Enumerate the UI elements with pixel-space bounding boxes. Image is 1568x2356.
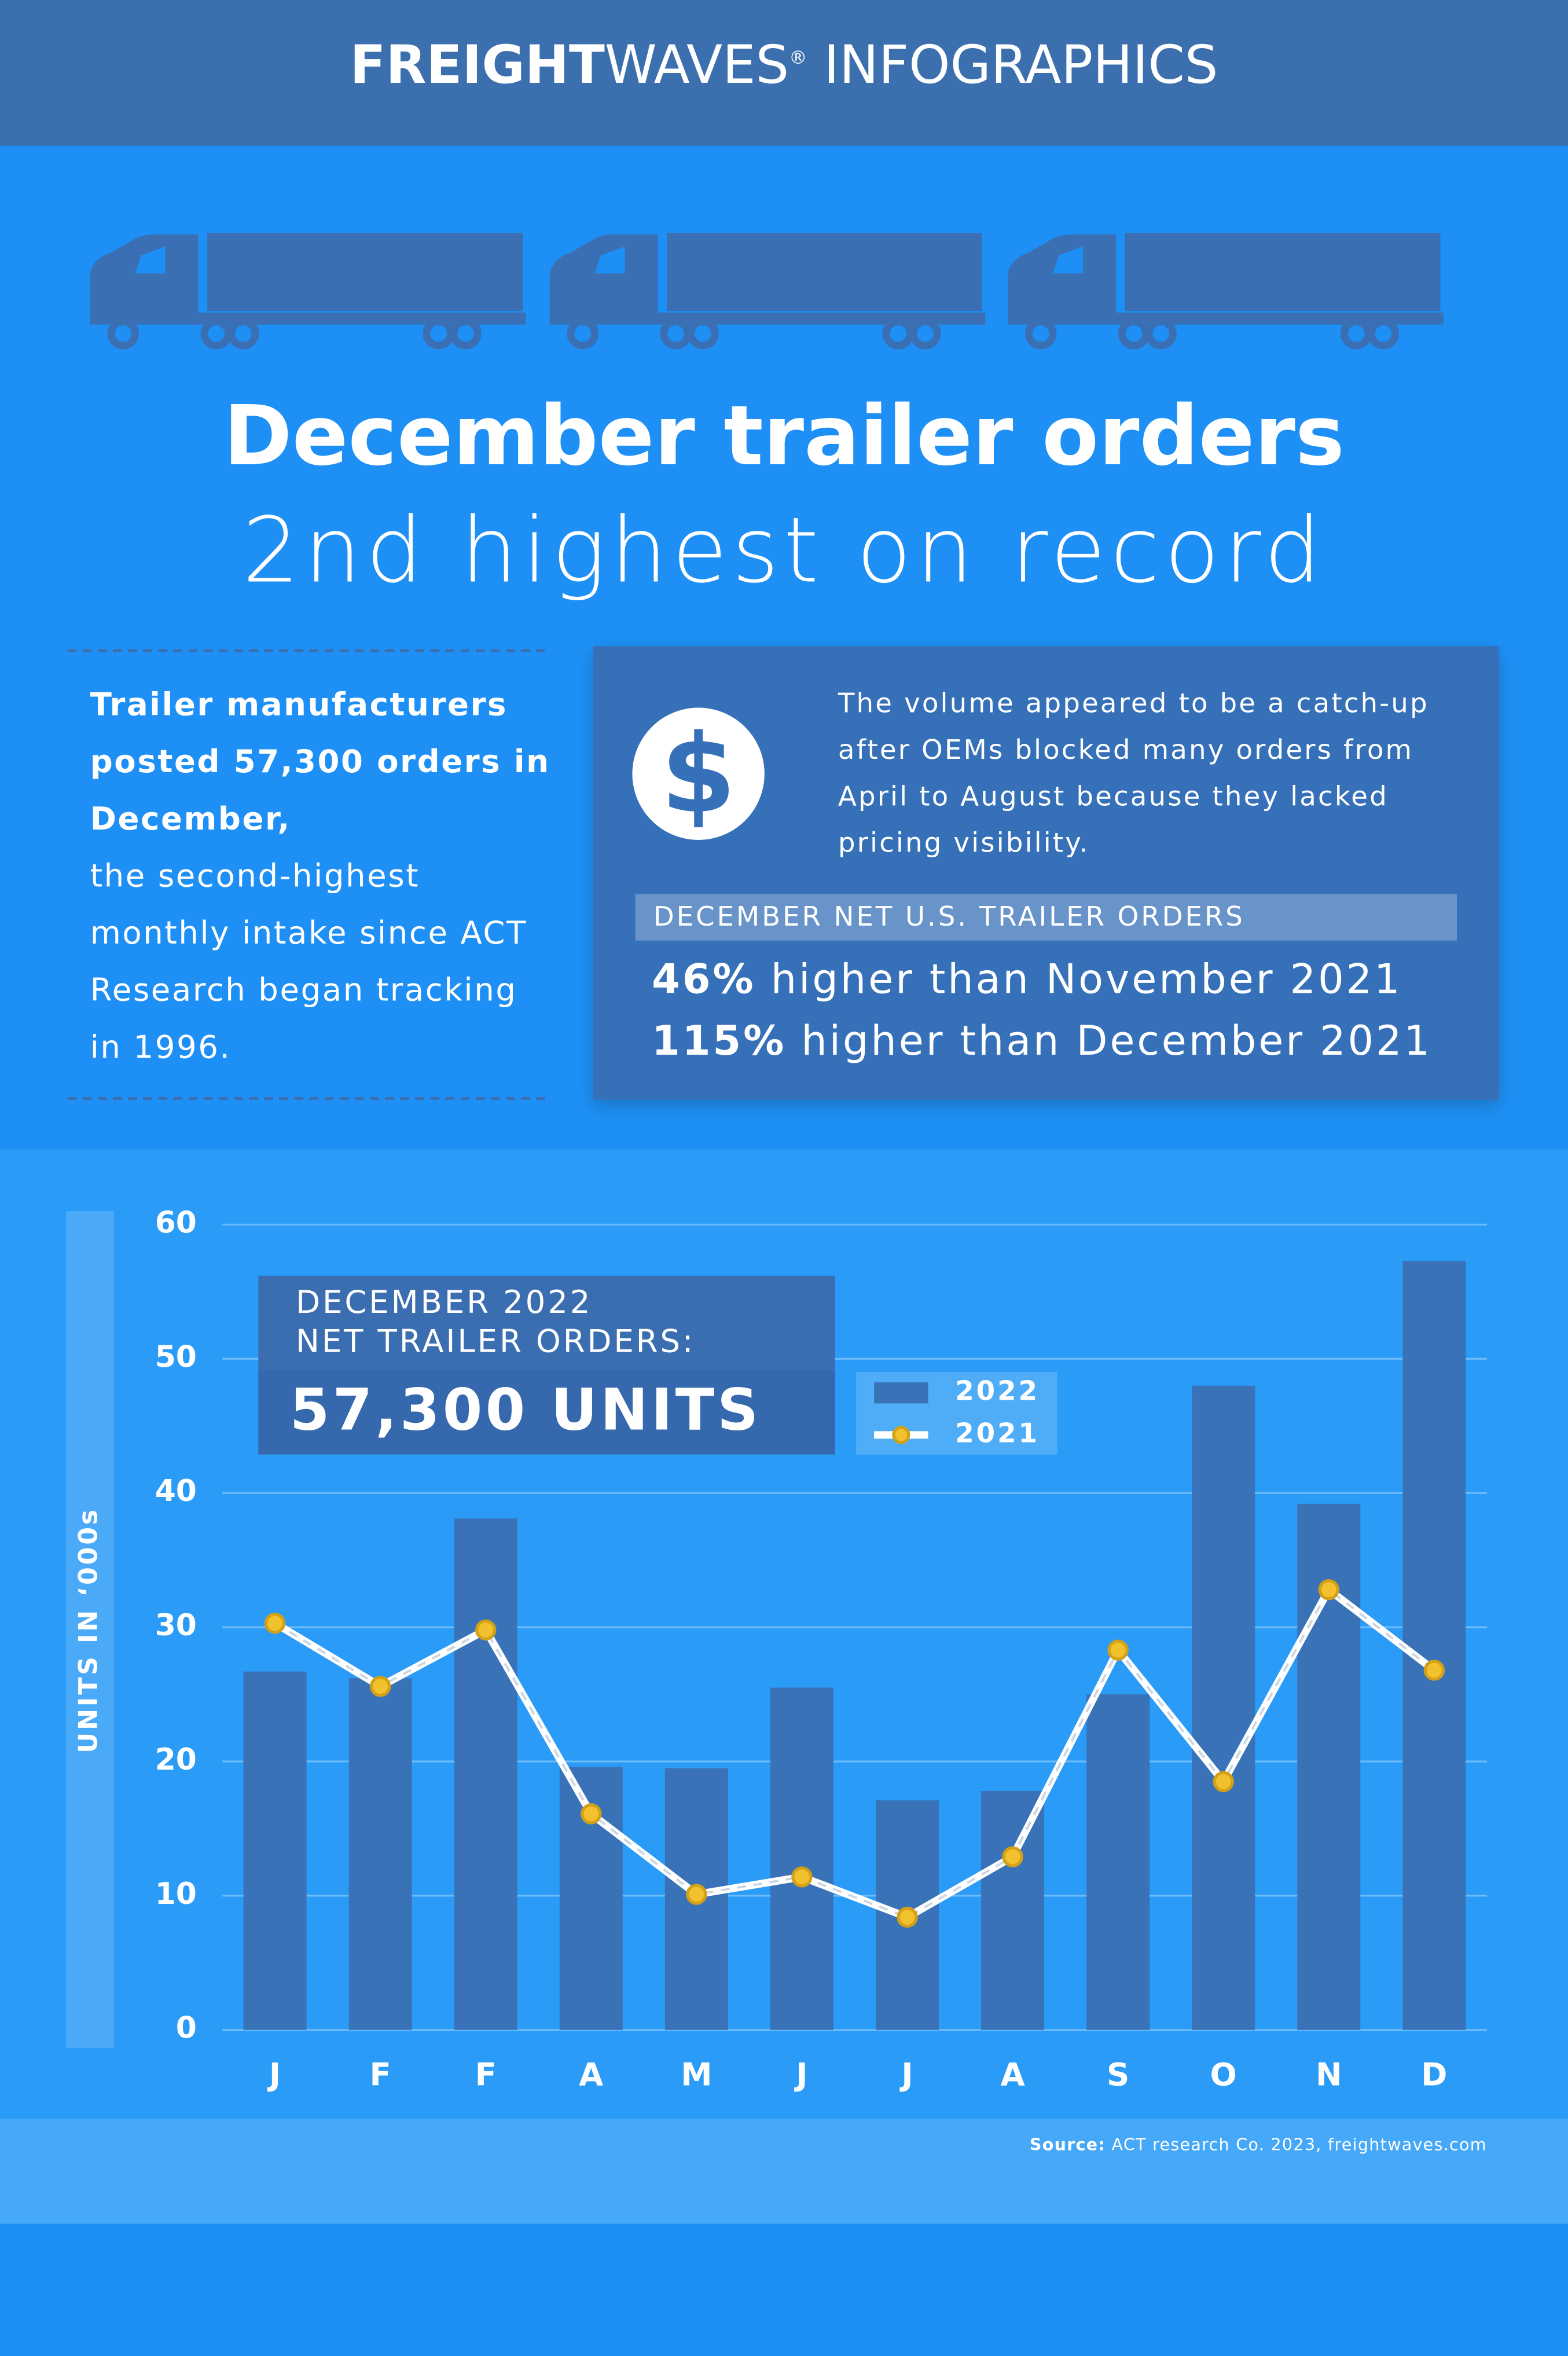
stat-text: higher than December 2021 bbox=[801, 1018, 1432, 1066]
line-casing bbox=[273, 1586, 1437, 1921]
dollar-icon: $ bbox=[632, 707, 765, 840]
title: December trailer orders bbox=[223, 387, 1345, 484]
y-tick-label: 40 bbox=[155, 1474, 197, 1509]
line-point bbox=[791, 1866, 813, 1888]
x-tick-label: O bbox=[1210, 2056, 1237, 2093]
source-bg bbox=[0, 2118, 1568, 2224]
highlight-box bbox=[258, 1275, 835, 1371]
line-point bbox=[475, 1619, 497, 1641]
divider bbox=[67, 649, 545, 652]
legend-label: 2021 bbox=[955, 1418, 1040, 1449]
line-point bbox=[1107, 1639, 1129, 1661]
y-tick-label: 30 bbox=[155, 1608, 197, 1643]
x-tick-label: A bbox=[579, 2056, 603, 2093]
y-label-bar bbox=[66, 1211, 115, 2048]
bar bbox=[1402, 1261, 1466, 2030]
stat-value: 46% bbox=[652, 957, 756, 1004]
x-tick-label: F bbox=[475, 2056, 497, 2093]
line-point bbox=[581, 1803, 602, 1825]
y-tick-label: 50 bbox=[155, 1340, 197, 1374]
x-tick-label: N bbox=[1316, 2056, 1342, 2093]
bar bbox=[243, 1671, 307, 2030]
bar bbox=[981, 1790, 1045, 2030]
stat: 115% higher than December 2021 bbox=[652, 1019, 1432, 1065]
summary-text: the second-highest monthly intake since … bbox=[90, 858, 527, 1066]
source-label: Source: bbox=[1030, 2135, 1106, 2155]
x-tick-label: J bbox=[267, 2056, 281, 2093]
callout-text: The volume appeared to be a catch-up aft… bbox=[838, 688, 1429, 860]
summary: Trailer manufacturers posted 57,300 orde… bbox=[90, 676, 556, 1076]
footer-bg bbox=[0, 2223, 1568, 2356]
x-tick-label: F bbox=[370, 2056, 391, 2093]
bar bbox=[348, 1678, 412, 2030]
y-tick-label: 20 bbox=[155, 1742, 197, 1777]
y-axis-label: UNITS IN ‘000s bbox=[74, 1507, 104, 1753]
line-point bbox=[686, 1884, 707, 1905]
highlight-box bbox=[258, 1370, 835, 1455]
line-point bbox=[264, 1612, 286, 1634]
source-text: ACT research Co. 2023, freightwaves.com bbox=[1112, 2135, 1487, 2155]
legend-swatch bbox=[892, 1426, 910, 1444]
y-tick-label: 0 bbox=[176, 2011, 197, 2046]
y-tick-label: 10 bbox=[155, 1877, 197, 1911]
stat: 46% higher than November 2021 bbox=[652, 957, 1402, 1003]
stat-text: higher than November 2021 bbox=[770, 957, 1402, 1004]
line-point bbox=[1318, 1579, 1339, 1601]
y-tick-label: 60 bbox=[155, 1205, 197, 1240]
x-tick-label: S bbox=[1107, 2056, 1129, 2093]
bar bbox=[1192, 1385, 1255, 2030]
bar bbox=[454, 1518, 517, 2030]
section: INFOGRAPHICS bbox=[824, 36, 1218, 97]
highlight-label: NET TRAILER ORDERS: bbox=[296, 1323, 695, 1360]
summary-bold: Trailer manufacturers posted 57,300 orde… bbox=[90, 687, 550, 837]
line-point bbox=[1002, 1846, 1023, 1867]
stat-value: 115% bbox=[652, 1018, 787, 1066]
x-tick-label: J bbox=[794, 2056, 807, 2093]
legend-label: 2022 bbox=[955, 1376, 1040, 1407]
legend-swatch bbox=[874, 1382, 928, 1404]
line-point bbox=[1213, 1771, 1234, 1792]
line bbox=[274, 1588, 1435, 1919]
highlight-label: DECEMBER 2022 bbox=[296, 1283, 592, 1320]
line-point bbox=[369, 1675, 391, 1697]
callout-label: DECEMBER NET U.S. TRAILER ORDERS bbox=[635, 894, 1457, 941]
header-bar bbox=[0, 0, 1568, 146]
highlight-value: 57,300 UNITS bbox=[290, 1377, 762, 1443]
x-tick-label: M bbox=[681, 2056, 712, 2093]
divider bbox=[67, 1096, 545, 1100]
brand-light: WAVES bbox=[604, 36, 789, 97]
bar bbox=[770, 1687, 833, 2030]
line-point bbox=[1423, 1660, 1445, 1681]
x-tick-label: D bbox=[1421, 2056, 1447, 2093]
registered: ® bbox=[789, 47, 807, 68]
callout-box bbox=[593, 646, 1499, 1100]
source: Source: ACT research Co. 2023, freightwa… bbox=[1030, 2135, 1487, 2155]
bar bbox=[1086, 1694, 1150, 2030]
subtitle: 2nd highest on record bbox=[242, 498, 1326, 604]
brand: FREIGHTWAVES® INFOGRAPHICS bbox=[0, 36, 1568, 96]
x-tick-label: J bbox=[899, 2056, 913, 2093]
brand-bold: FREIGHT bbox=[350, 36, 605, 97]
x-tick-label: A bbox=[1000, 2056, 1024, 2093]
line-point bbox=[897, 1906, 918, 1928]
